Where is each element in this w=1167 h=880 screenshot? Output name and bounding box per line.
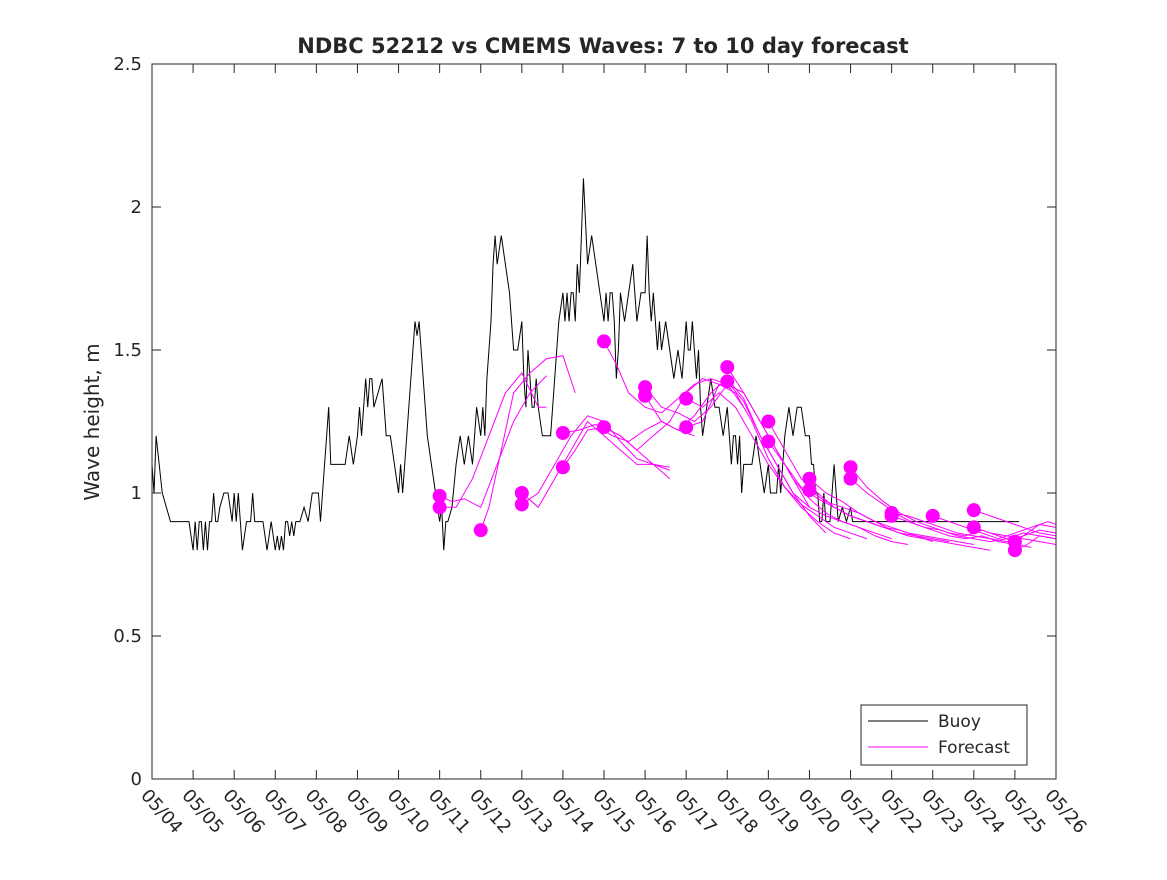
- forecast-marker: [761, 414, 776, 429]
- forecast-series-line: [1014, 523, 1057, 543]
- forecast-marker: [843, 460, 858, 475]
- x-tick-label: 05/14: [547, 785, 597, 838]
- buoy-series-line: [151, 178, 1020, 551]
- forecast-series-line: [439, 375, 547, 509]
- legend-forecast-label: Forecast: [938, 738, 1010, 758]
- x-tick-label: 05/05: [177, 785, 227, 838]
- forecast-series-line: [932, 515, 1057, 540]
- forecast-marker: [514, 486, 529, 500]
- x-tick-label: 05/06: [218, 785, 268, 838]
- forecast-series-line: [726, 381, 909, 545]
- y-tick-label: 2: [131, 197, 142, 218]
- x-tick-label: 05/09: [342, 785, 392, 838]
- x-tick-label: 05/15: [588, 785, 638, 838]
- forecast-marker: [884, 508, 899, 523]
- forecast-marker: [679, 420, 694, 435]
- forecast-marker: [1007, 543, 1022, 558]
- x-tick-label: 05/13: [506, 785, 556, 838]
- x-tick-label: 05/08: [301, 785, 351, 838]
- legend-buoy-label: Buoy: [938, 712, 981, 732]
- forecast-series-line: [521, 415, 670, 505]
- forecast-series-line: [480, 355, 576, 531]
- x-tick-label: 05/11: [424, 785, 474, 838]
- legend-box: [860, 704, 1028, 766]
- y-tick-label: 0: [131, 769, 142, 790]
- forecast-marker: [802, 483, 817, 498]
- x-tick-label: 05/23: [917, 785, 967, 838]
- y-tick-label: 1.5: [113, 340, 142, 361]
- x-tick-label: 05/07: [260, 785, 310, 838]
- y-tick-label: 0.5: [113, 626, 142, 647]
- forecast-series-line: [439, 371, 547, 508]
- forecast-marker: [597, 334, 611, 349]
- x-tick-label: 05/26: [1040, 785, 1090, 838]
- chart-title: NDBC 52212 vs CMEMS Waves: 7 to 10 day f…: [297, 34, 908, 58]
- x-tick-label: 05/16: [629, 785, 679, 838]
- forecast-series-line: [686, 383, 868, 540]
- x-tick-label: 05/22: [876, 785, 926, 838]
- legend: Buoy Forecast: [860, 704, 1028, 766]
- forecast-marker: [514, 497, 529, 512]
- forecast-series-line: [644, 377, 827, 534]
- forecast-series-line: [726, 366, 892, 540]
- forecast-marker: [473, 523, 488, 538]
- forecast-marker: [597, 420, 611, 435]
- x-tick-label: 05/10: [383, 785, 433, 838]
- forecast-marker: [761, 434, 776, 449]
- x-tick-label: 05/12: [465, 785, 515, 838]
- forecast-marker: [966, 503, 981, 518]
- forecast-series-line: [809, 478, 974, 545]
- forecast-series-line: [603, 341, 745, 414]
- forecast-marker: [555, 425, 570, 440]
- forecast-marker: [679, 391, 694, 406]
- x-tick-label: 05/18: [712, 785, 762, 838]
- x-tick-label: 05/24: [958, 785, 1008, 838]
- forecast-series-line: [603, 426, 670, 468]
- x-tick-label: 05/21: [835, 785, 885, 838]
- forecast-series-line: [891, 515, 1057, 543]
- forecast-marker: [720, 360, 735, 375]
- forecast-marker: [638, 388, 653, 403]
- forecast-series-line: [767, 441, 950, 543]
- x-tick-label: 05/25: [999, 785, 1049, 838]
- x-tick-label: 05/20: [794, 785, 844, 838]
- plot-frame: [151, 63, 1057, 780]
- y-tick-label: 1: [131, 483, 142, 504]
- forecast-marker: [843, 471, 858, 486]
- x-tick-label: 05/17: [670, 785, 720, 838]
- y-tick-label: 2.5: [113, 54, 142, 75]
- forecast-series-line: [809, 489, 991, 551]
- y-axis-label: Wave height, m: [80, 343, 104, 500]
- forecast-marker: [555, 460, 570, 475]
- x-tick-label: 05/04: [136, 785, 186, 838]
- forecast-series-line: [850, 478, 1032, 548]
- forecast-marker: [720, 374, 735, 389]
- forecast-marker: [432, 500, 447, 515]
- x-tick-label: 05/19: [753, 785, 803, 838]
- forecast-marker: [925, 508, 940, 523]
- forecast-marker: [432, 488, 447, 503]
- forecast-series-line: [973, 509, 1057, 537]
- forecast-marker: [966, 520, 981, 535]
- forecast-marker: [802, 471, 817, 486]
